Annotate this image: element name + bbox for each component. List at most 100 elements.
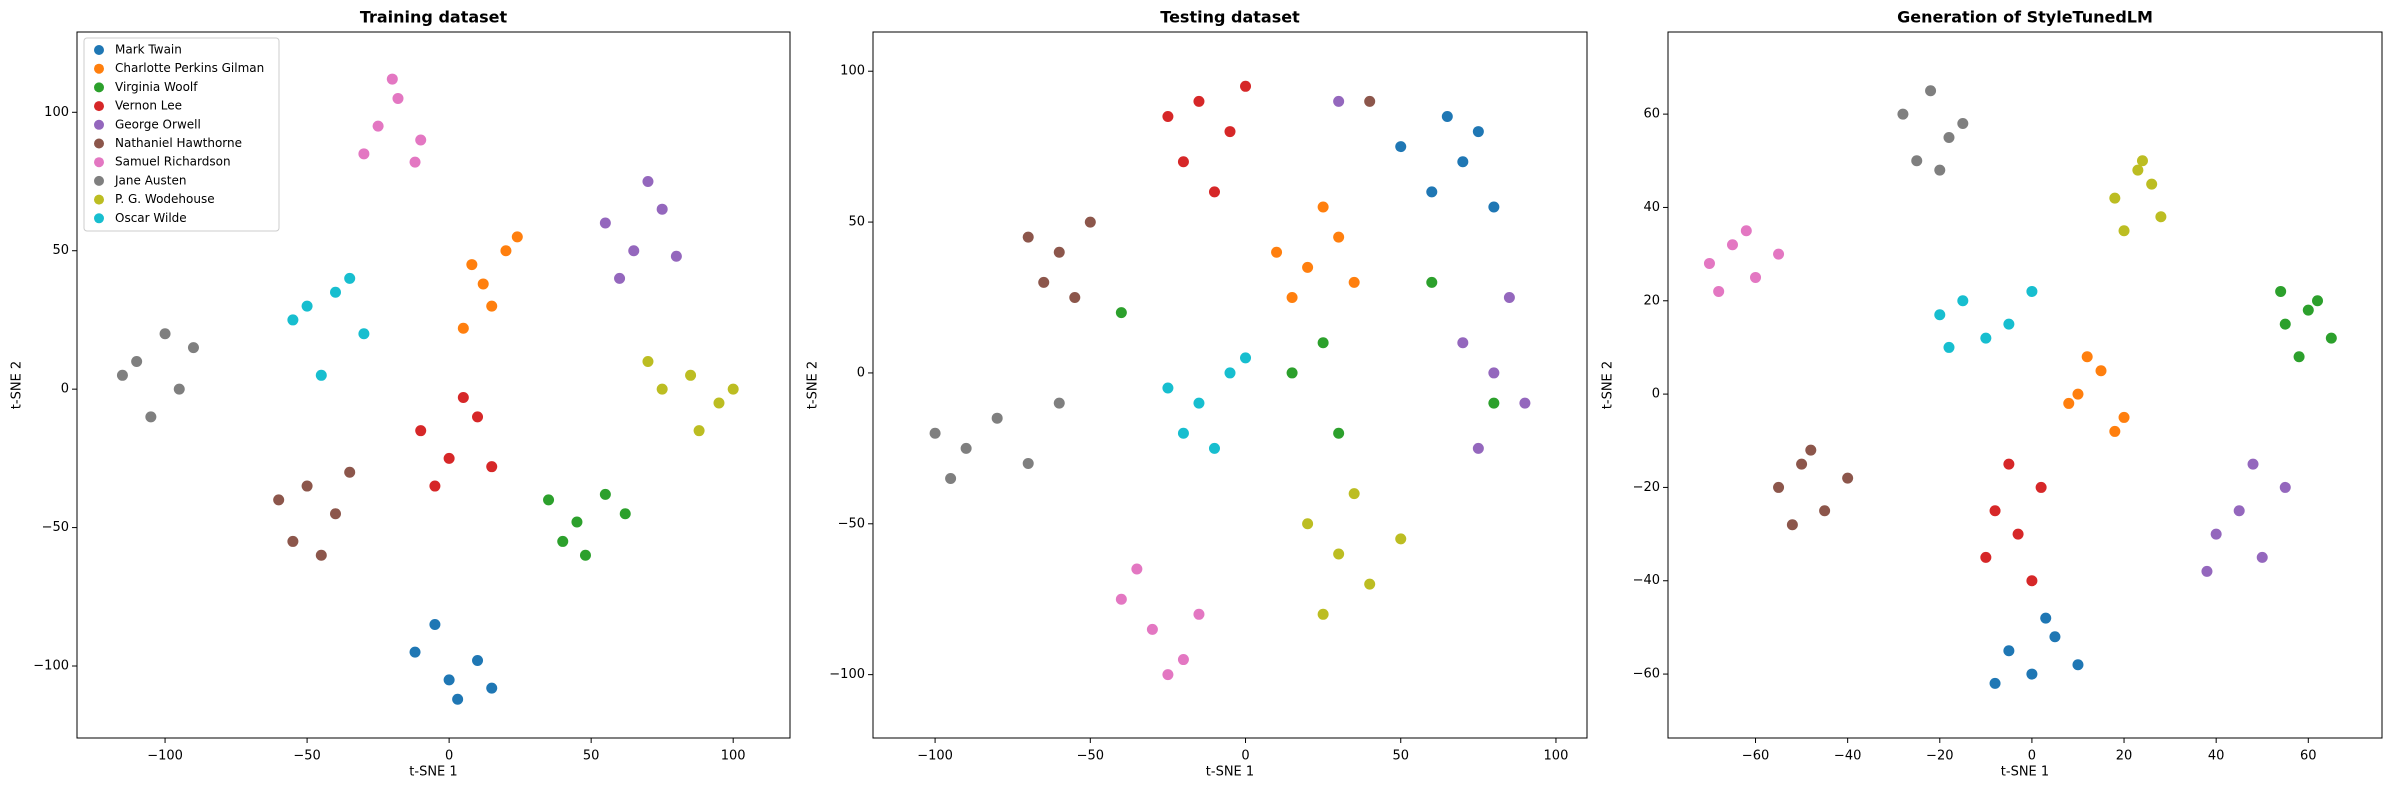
y-tick-label: −20 <box>1633 480 1660 495</box>
point <box>131 355 143 367</box>
x-tick-label: −50 <box>1077 749 1104 764</box>
point <box>2146 178 2158 190</box>
legend-marker <box>94 101 104 112</box>
point <box>2279 481 2291 493</box>
point <box>1934 309 1946 321</box>
point <box>2302 304 2314 316</box>
chart-title: Testing dataset <box>1160 8 1300 27</box>
point <box>1317 201 1329 213</box>
point <box>1773 481 1785 493</box>
point <box>1925 85 1937 97</box>
point <box>1488 201 1500 213</box>
point <box>2072 659 2084 671</box>
point <box>2293 351 2305 363</box>
legend-label: Virginia Woolf <box>115 80 198 94</box>
point <box>329 508 341 520</box>
point <box>642 355 654 367</box>
point <box>1240 80 1252 92</box>
legend-label: Mark Twain <box>115 43 182 57</box>
y-tick-label: 50 <box>848 215 865 230</box>
point <box>1333 427 1345 439</box>
point <box>1333 548 1345 560</box>
x-tick-label: 60 <box>2300 749 2317 764</box>
chart-title: Training dataset <box>360 8 508 27</box>
point <box>1333 231 1345 243</box>
x-axis-label: t-SNE 1 <box>409 765 457 780</box>
point <box>656 383 668 395</box>
point <box>301 480 313 492</box>
x-tick-label: −100 <box>917 749 953 764</box>
point <box>2063 397 2075 409</box>
plot-frame <box>1667 31 2383 739</box>
point <box>1286 367 1298 379</box>
point <box>415 425 427 437</box>
point <box>1786 519 1798 531</box>
point <box>1943 341 1955 353</box>
point <box>457 391 469 403</box>
legend-marker <box>94 175 104 186</box>
point <box>579 549 591 561</box>
point <box>1146 623 1158 635</box>
point <box>2109 192 2121 204</box>
point <box>2072 388 2084 400</box>
point <box>1208 442 1220 454</box>
point <box>2256 551 2268 563</box>
point <box>727 383 739 395</box>
point <box>1713 285 1725 297</box>
plot-frame <box>76 31 791 739</box>
legend-label: Nathaniel Hawthorne <box>115 136 242 150</box>
x-tick-label: 50 <box>583 749 600 764</box>
point <box>1364 95 1376 107</box>
point <box>1395 141 1407 153</box>
point <box>599 488 611 500</box>
point <box>713 397 725 409</box>
point <box>1302 518 1314 530</box>
point <box>301 300 313 312</box>
point <box>452 693 464 705</box>
point <box>1957 295 1969 307</box>
y-tick-label: 100 <box>840 64 865 79</box>
point <box>1989 505 2001 517</box>
x-tick-label: 100 <box>721 749 746 764</box>
point <box>1395 533 1407 545</box>
point <box>1162 382 1174 394</box>
point <box>628 245 640 257</box>
point <box>358 328 370 340</box>
plot-frame <box>872 31 1588 739</box>
point <box>1162 110 1174 122</box>
legend-marker <box>94 138 104 149</box>
point <box>571 516 583 528</box>
point <box>1457 337 1469 349</box>
point <box>315 549 327 561</box>
point <box>1131 563 1143 575</box>
x-tick-label: −100 <box>147 749 183 764</box>
point <box>273 494 285 506</box>
legend-label: P. G. Wodehouse <box>115 192 215 206</box>
y-tick-label: 60 <box>1643 107 1660 122</box>
point <box>429 618 441 630</box>
point <box>1703 257 1715 269</box>
point <box>329 286 341 298</box>
point <box>1022 457 1034 469</box>
x-tick-label: −40 <box>1834 749 1861 764</box>
x-tick-label: 0 <box>445 749 453 764</box>
point <box>1980 551 1992 563</box>
point <box>1053 397 1065 409</box>
point <box>2003 458 2015 470</box>
point <box>670 250 682 262</box>
point <box>1980 332 1992 344</box>
point <box>619 508 631 520</box>
y-tick-label: −40 <box>1633 573 1660 588</box>
point <box>1333 95 1345 107</box>
point <box>486 682 498 694</box>
y-axis-label: t-SNE 2 <box>1601 361 1616 409</box>
point <box>1271 246 1283 258</box>
legend-label: Jane Austen <box>114 173 186 187</box>
point <box>2049 631 2061 643</box>
point <box>1426 186 1438 198</box>
point <box>477 278 489 290</box>
point <box>1726 239 1738 251</box>
point <box>2136 155 2148 167</box>
point <box>2312 295 2324 307</box>
x-tick-label: 0 <box>2028 749 2036 764</box>
